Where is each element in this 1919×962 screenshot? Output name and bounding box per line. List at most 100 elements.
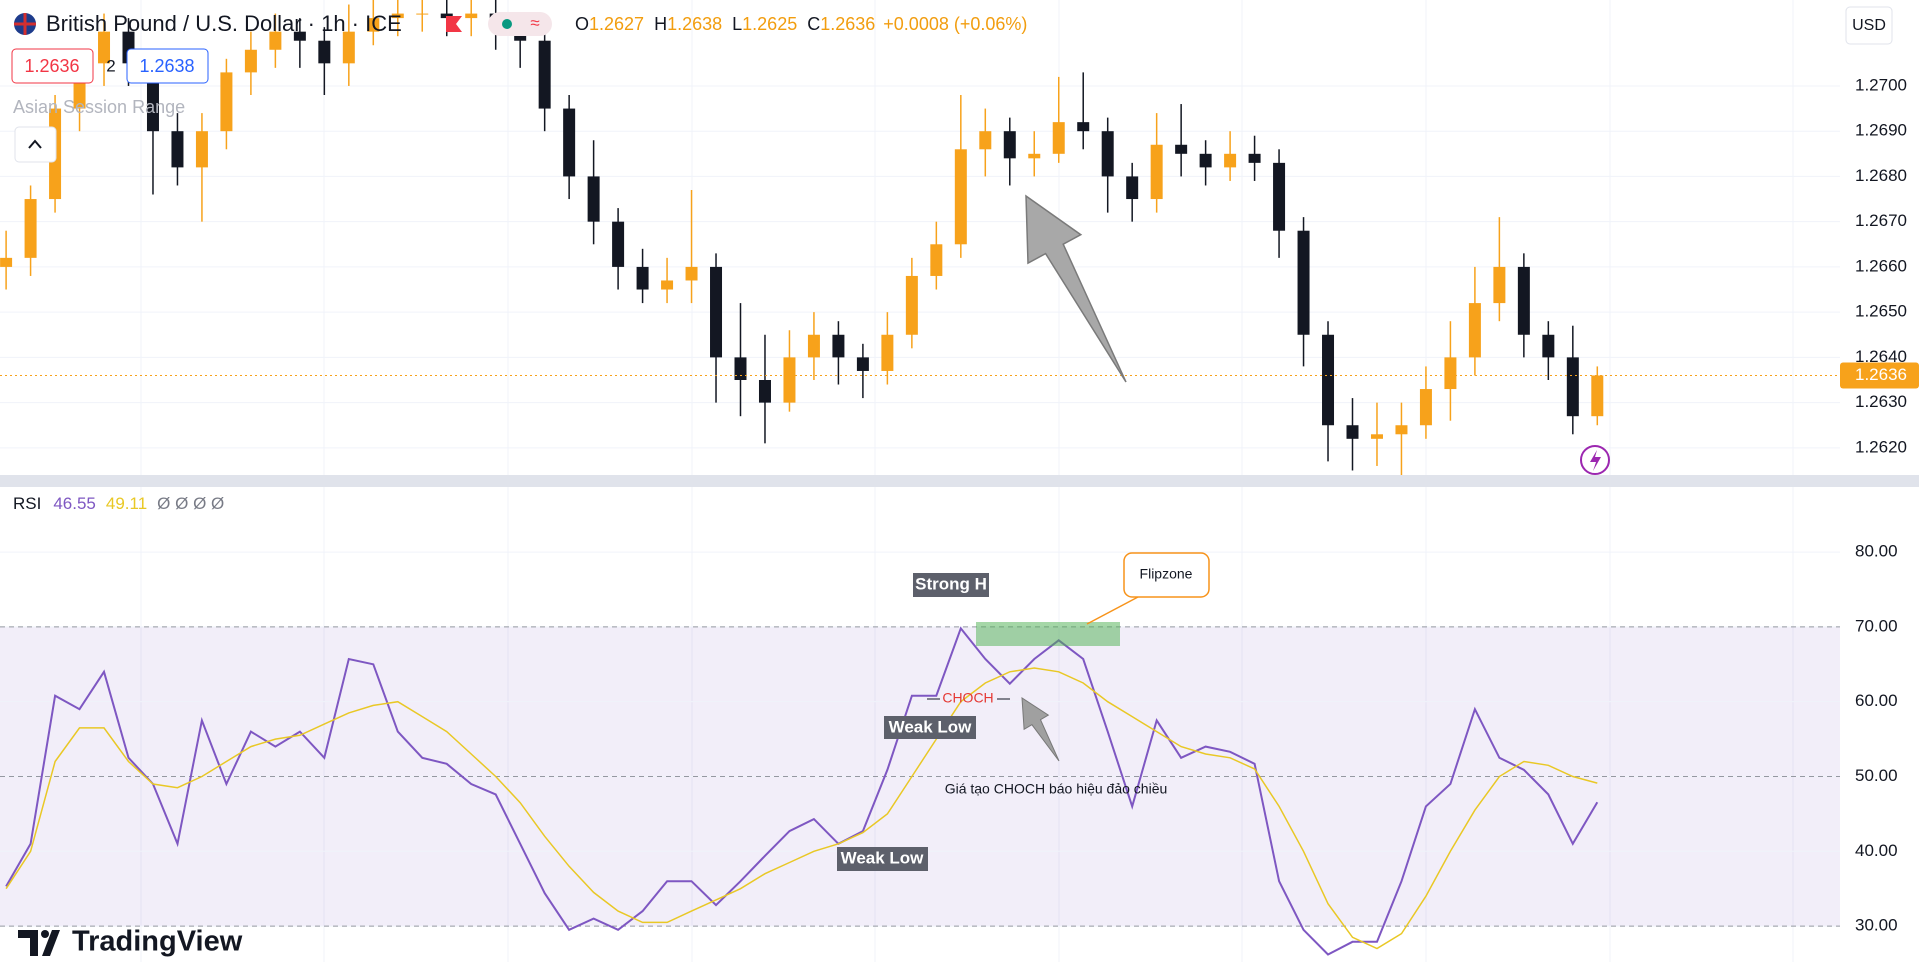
candle-body [905,275,918,335]
change-value: +0.0008 (+0.06%) [883,14,1027,34]
candle-body [0,257,13,267]
y-tick-label: 1.2700 [1855,75,1907,94]
flipzone-pointer [1086,596,1139,625]
sell-price: 1.2636 [24,56,79,76]
candle-body [1101,131,1114,177]
last-price-box [1840,362,1919,389]
y-tick-label: 1.2670 [1855,211,1907,230]
candle-body [1126,176,1139,200]
candle-body [538,40,551,109]
candle-body [1224,153,1237,168]
arrow [1021,697,1060,762]
buy-price: 1.2638 [139,56,194,76]
candle-body [1591,375,1604,417]
y-tick-label: 50.00 [1855,766,1898,785]
weak-low-box [837,847,928,871]
rsi-placeholders: Ø Ø Ø Ø [157,494,224,513]
buy-button[interactable] [126,48,209,84]
weak-low-label: Weak Low [841,848,925,867]
rsi-pane [0,551,1840,956]
last-price-label: 1.2636 [1855,365,1907,384]
candle-body [1395,425,1408,435]
y-tick-label: 70.00 [1855,616,1898,635]
candle-body [734,357,747,380]
candle-body [318,40,331,64]
y-tick-label: 60.00 [1855,691,1898,710]
candle-body [440,13,453,19]
ohlc-legend: O1.2627 H1.2638 L1.2625 C1.2636 +0.0008 (+0.… [575,14,1027,34]
rsi-legend: RSI 46.55 49.11 Ø Ø Ø Ø [13,494,224,513]
candle-body [1273,162,1286,231]
candle-body [367,18,380,32]
candle-body [342,31,355,64]
flipzone-label: Flipzone [1140,566,1193,582]
candle-body [612,221,625,267]
y-tick-label: 1.2630 [1855,392,1907,411]
y-tick-label: 30.00 [1855,916,1898,935]
candle-body [293,31,306,41]
candle-body [1444,357,1457,390]
flipzone-box [976,622,1120,646]
high-label: H [654,14,667,34]
rsi-title: RSI [13,494,41,513]
candle-body [783,357,796,403]
y-tick-label: 1.2640 [1855,347,1907,366]
candle-body [269,31,282,50]
candle-body [1517,266,1530,335]
candle-body [465,13,478,19]
rsi-line [5,626,1599,956]
currency-label: USD [1852,17,1886,34]
candle-body [1175,144,1188,154]
weak-low-box [884,716,976,739]
weak-low-label: Weak Low [889,717,973,736]
candle-body [98,31,111,64]
indicator-name: Asian Session Range [13,97,185,117]
open-label: O [575,14,589,34]
candle-body [24,199,37,258]
candle-body [1077,122,1090,132]
candle-body [1542,334,1555,358]
candle-body [881,334,894,371]
candle-body [710,266,723,358]
note: Giá tạo CHOCH báo hiệu đảo chiều [945,781,1168,797]
flag-marker [446,16,462,32]
alert-icon-bolt [1590,450,1601,471]
collapse-icon [28,139,42,149]
low-label: L [732,14,742,34]
collapse-button[interactable] [14,126,57,163]
rsi-line [5,667,1598,950]
pane-separator [0,475,1919,487]
candle-body [220,72,233,132]
close-value: 1.2636 [820,14,875,34]
strong-high-label: Strong H [915,574,987,593]
currency-button[interactable] [1845,6,1893,45]
symbol-title: British Pound / U.S. Dollar · 1h · ICE [46,11,402,36]
candle-body [1199,153,1212,168]
candle-body [1150,144,1163,200]
flag-cross [14,13,36,35]
candle-body [1052,122,1065,154]
candle-body [244,49,257,73]
candle-body [1028,153,1041,159]
candle-body [1468,303,1481,358]
candle-body [954,149,967,245]
sell-button[interactable] [11,48,94,84]
candle-body [1493,266,1506,304]
price-pane [0,0,1840,475]
y-tick-label: 80.00 [1855,542,1898,561]
rsi-value: 46.55 [53,494,96,513]
logo-mark [18,930,60,956]
candle-body [685,266,698,281]
status-pill [488,12,552,36]
candle-body [1346,425,1359,439]
candle-body [587,176,600,222]
candle-body [807,334,820,358]
low-value: 1.2625 [742,14,797,34]
candle-body [661,280,674,290]
price-axis: 1.2620 1.2630 1.2640 1.2650 1.2660 1.2670 1.26… [1840,75,1919,935]
candle-body [563,108,576,177]
open-value: 1.2627 [589,14,644,34]
candle-body [416,13,429,15]
candle-body [391,13,404,19]
